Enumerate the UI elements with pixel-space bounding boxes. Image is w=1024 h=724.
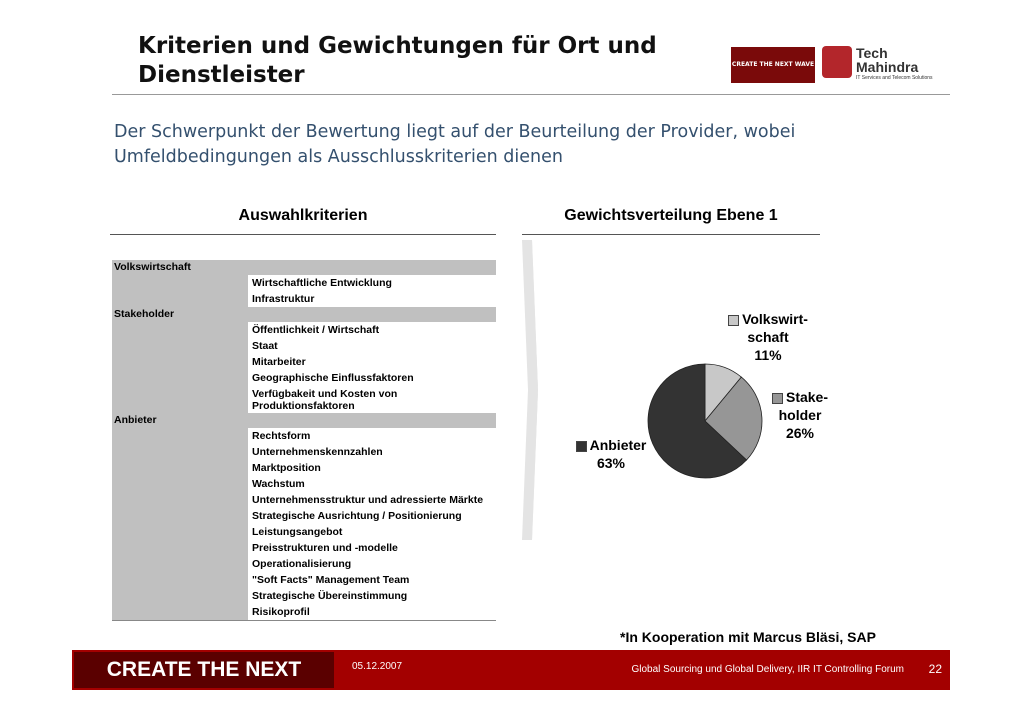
row: Marktposition bbox=[112, 460, 496, 476]
logo-text: Tech bbox=[856, 45, 888, 61]
row: Staat bbox=[112, 338, 496, 354]
row: Öffentlichkeit / Wirtschaft bbox=[112, 322, 496, 338]
heading: Gewichtsverteilung Ebene 1 bbox=[564, 207, 778, 224]
legend-swatch bbox=[728, 314, 740, 326]
left-cell bbox=[112, 428, 248, 444]
row: Geographische Einflussfaktoren bbox=[112, 370, 496, 386]
item: Mitarbeiter bbox=[252, 356, 306, 368]
legend-swatch bbox=[575, 440, 587, 452]
footer-event: Global Sourcing und Global Delivery, IIR… bbox=[631, 664, 904, 675]
item: Öffentlichkeit / Wirtschaft bbox=[252, 324, 380, 336]
item: Unternehmenskennzahlen bbox=[252, 446, 383, 458]
left-cell bbox=[112, 588, 248, 604]
left-cell bbox=[112, 291, 248, 307]
pie-label: Anbieter 63% bbox=[551, 436, 671, 472]
category-label: Anbieter bbox=[589, 437, 647, 453]
logo-left: CREATE THE NEXT WAVE bbox=[731, 47, 815, 83]
item: Unternehmensstruktur und adressierte Mär… bbox=[252, 494, 484, 506]
row: Wachstum bbox=[112, 476, 496, 492]
row: Infrastruktur bbox=[112, 291, 496, 307]
left-cell bbox=[112, 476, 248, 492]
item: Wachstum bbox=[252, 478, 305, 490]
item: Operationalisierung bbox=[252, 558, 352, 570]
item: Marktposition bbox=[252, 462, 321, 474]
group-row: Anbieter bbox=[112, 413, 496, 428]
label-line: Stake- holder bbox=[740, 388, 860, 424]
logo-tagline: IT Services and Telecom Solutions bbox=[856, 75, 933, 81]
pie-slice bbox=[704, 376, 763, 461]
footer-brand: CREATE THE NEXT WAVE bbox=[74, 652, 334, 717]
value-label: 11% bbox=[754, 347, 782, 363]
item: Strategische Ausrichtung / Positionierun… bbox=[252, 510, 462, 522]
arrow bbox=[522, 240, 538, 540]
chart-area bbox=[522, 240, 763, 540]
left-cell bbox=[112, 275, 248, 291]
left-cell bbox=[112, 386, 248, 413]
logo-icon bbox=[822, 46, 852, 78]
row: Risikoprofil bbox=[112, 604, 496, 620]
item: Preisstrukturen und -modelle bbox=[252, 542, 398, 554]
row: Unternehmensstruktur und adressierte Mär… bbox=[112, 492, 496, 508]
subtitle: Der Schwerpunkt der Bewertung liegt auf … bbox=[114, 122, 796, 167]
pie-label: Stake- holder 26% bbox=[740, 388, 860, 442]
legend-swatch bbox=[771, 392, 783, 404]
logo-text: Mahindra bbox=[856, 59, 919, 75]
row: Preisstrukturen und -modelle bbox=[112, 540, 496, 556]
pie-label: Volkswirt- schaft 11% bbox=[708, 310, 828, 364]
item: Wirtschaftliche Entwicklung bbox=[252, 277, 392, 289]
left-cell bbox=[112, 604, 248, 620]
left-cell bbox=[112, 354, 248, 370]
item: Strategische Übereinstimmung bbox=[252, 590, 408, 602]
row: Strategische Übereinstimmung bbox=[112, 588, 496, 604]
row: "Soft Facts" Management Team bbox=[112, 572, 496, 588]
left-cell bbox=[112, 338, 248, 354]
row: Strategische Ausrichtung / Positionierun… bbox=[112, 508, 496, 524]
pie-slice bbox=[647, 363, 748, 479]
left-cell bbox=[112, 556, 248, 572]
row: Rechtsform bbox=[112, 428, 496, 444]
heading: Auswahlkriterien bbox=[238, 207, 368, 224]
value-label: 63% bbox=[596, 455, 626, 471]
group-row: Volkswirtschaft bbox=[112, 260, 496, 275]
label-line: Anbieter bbox=[551, 436, 671, 454]
footer-date: 05.12.2007 bbox=[352, 661, 403, 672]
category-label: Volkswirt- schaft bbox=[742, 311, 808, 345]
item: Infrastruktur bbox=[252, 293, 315, 305]
item: Geographische Einflussfaktoren bbox=[252, 372, 414, 384]
left-cell bbox=[112, 572, 248, 588]
page-number: 22 bbox=[928, 662, 942, 676]
row: Mitarbeiter bbox=[112, 354, 496, 370]
left-cell bbox=[112, 322, 248, 338]
category-label: Stake- holder bbox=[778, 389, 829, 423]
item: Rechtsform bbox=[252, 430, 311, 442]
rule bbox=[522, 234, 820, 235]
footnote: *In Kooperation mit Marcus Bläsi, SAP bbox=[620, 629, 876, 645]
row: Leistungsangebot bbox=[112, 524, 496, 540]
row: Wirtschaftliche Entwicklung bbox=[112, 275, 496, 291]
row: Operationalisierung bbox=[112, 556, 496, 572]
left-cell bbox=[112, 460, 248, 476]
left-cell bbox=[112, 444, 248, 460]
item: Leistungsangebot bbox=[252, 526, 343, 538]
item: Staat bbox=[252, 340, 278, 352]
row: Unternehmenskennzahlen bbox=[112, 444, 496, 460]
title: Kriterien und Gewichtungen für Ort und D… bbox=[138, 33, 657, 88]
value-label: 26% bbox=[785, 425, 815, 441]
logo-right: Tech Mahindra IT Services and Telecom So… bbox=[856, 46, 933, 82]
rule bbox=[110, 234, 496, 235]
group-row: Stakeholder bbox=[112, 307, 496, 322]
left-cell bbox=[112, 370, 248, 386]
left-cell bbox=[112, 540, 248, 556]
label-line: Volkswirt- schaft bbox=[708, 310, 828, 346]
item: Verfügbakeit und Kosten von Produktionsf… bbox=[252, 388, 398, 412]
left-cell bbox=[112, 524, 248, 540]
left-cell bbox=[112, 492, 248, 508]
item: "Soft Facts" Management Team bbox=[252, 574, 410, 586]
item: Risikoprofil bbox=[252, 606, 310, 618]
row: Verfügbakeit und Kosten von Produktionsf… bbox=[112, 386, 496, 413]
criteria-table: Volkswirtschaft Wirtschaftliche Entwicklu… bbox=[112, 260, 496, 621]
rule bbox=[112, 94, 950, 95]
left-cell bbox=[112, 508, 248, 524]
